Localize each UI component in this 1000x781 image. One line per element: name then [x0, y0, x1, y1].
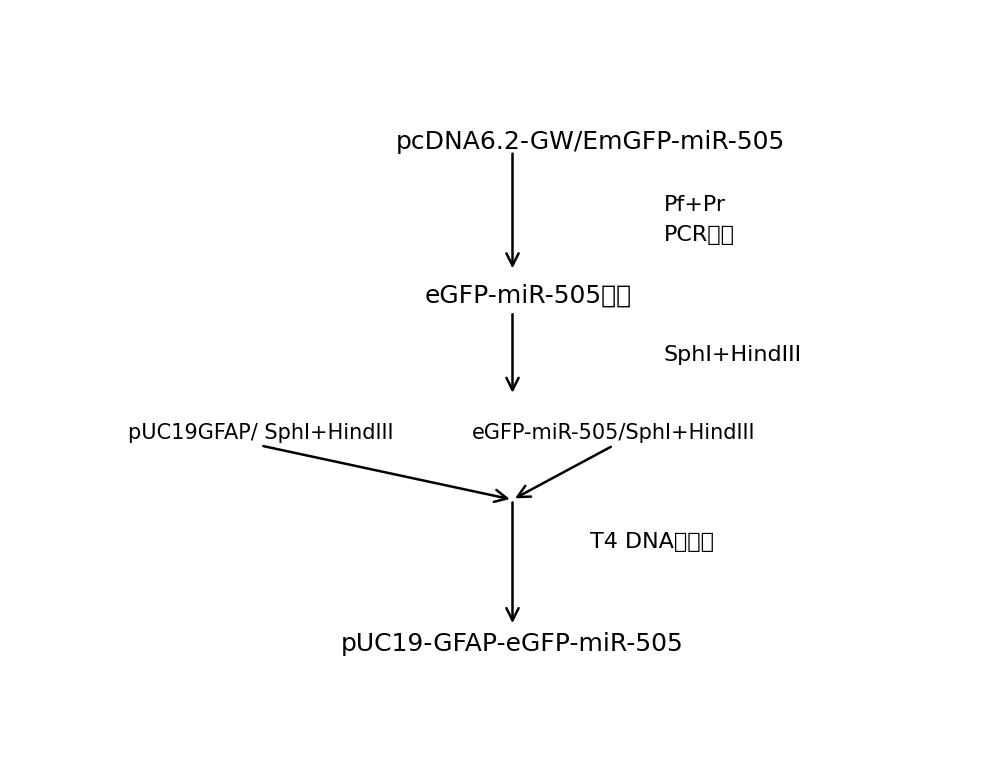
Text: SphI+HindIII: SphI+HindIII [664, 345, 802, 366]
Text: pcDNA6.2-GW/EmGFP-miR-505: pcDNA6.2-GW/EmGFP-miR-505 [395, 130, 785, 154]
Text: PCR反应: PCR反应 [664, 225, 735, 245]
Text: eGFP-miR-505片段: eGFP-miR-505片段 [424, 284, 632, 307]
Text: eGFP-miR-505/SphI+HindIII: eGFP-miR-505/SphI+HindIII [472, 423, 755, 444]
Text: pUC19-GFAP-eGFP-miR-505: pUC19-GFAP-eGFP-miR-505 [341, 632, 684, 656]
Text: pUC19GFAP/ SphI+HindIII: pUC19GFAP/ SphI+HindIII [128, 423, 393, 444]
Text: Pf+Pr: Pf+Pr [664, 195, 726, 215]
Text: T4 DNA连接酶: T4 DNA连接酶 [590, 532, 714, 551]
